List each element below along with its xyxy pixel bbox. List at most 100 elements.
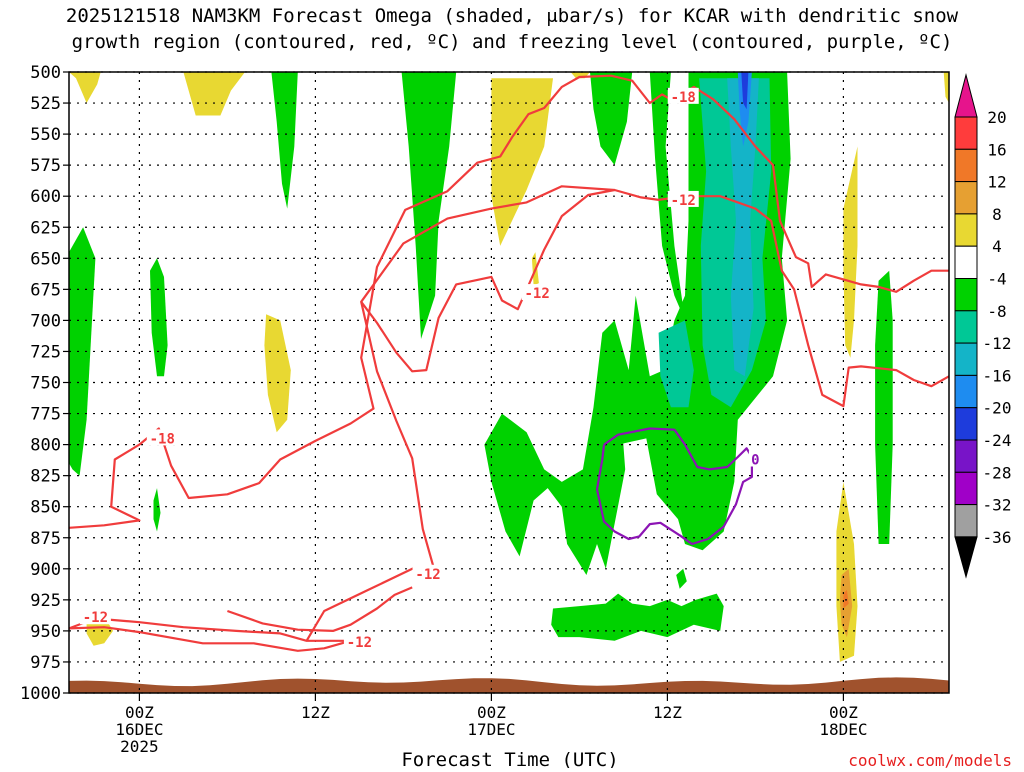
omega-region-green-small-dots (676, 568, 687, 589)
y-tick-label-950: 950 (30, 622, 61, 642)
colorbar-label--8: -8 (987, 302, 1006, 321)
y-axis: 500 525 550 575 600 625 650 675 700 725 750 775 800 8… (20, 63, 69, 704)
colorbar-label--20: -20 (983, 399, 1012, 418)
y-tick-label-725: 725 (30, 342, 61, 362)
omega-region-green-col-c (590, 72, 633, 166)
colorbar-bin--4-to-4 (954, 245, 978, 279)
contour-label-bg-4 (412, 564, 444, 581)
contour-label-layer: -18 -18 -12 -12 -12 -12 -12 0 (79, 87, 762, 651)
contour-minus-12-main (69, 617, 352, 652)
omega-region-yellow-right-1 (843, 146, 858, 358)
colorbar-label-20: 20 (987, 108, 1006, 127)
y-tick-label-1000: 1000 (20, 684, 61, 704)
contour-minus-18-left (69, 74, 949, 529)
omega-region-green-left (69, 227, 96, 476)
y-tick-label-825: 825 (30, 467, 61, 487)
omega-region-yellow-top-3 (491, 78, 553, 246)
colorbar-label--12: -12 (983, 334, 1012, 353)
omega-region-yellow-top-2 (183, 72, 245, 116)
omega-region-yellow-mid-1 (264, 314, 291, 433)
contour-label-1: -18 (671, 90, 696, 106)
y-tick-label-775: 775 (30, 405, 61, 425)
contour-layer (69, 74, 949, 652)
watermark: coolwx.com/models (848, 751, 1012, 768)
colorbar-bin--16-to--12 (954, 342, 978, 376)
y-tick-label-675: 675 (30, 280, 61, 300)
omega-region-yellow-top-1 (69, 72, 101, 103)
omega-region-navy-core (741, 72, 749, 110)
y-tick-label-750: 750 (30, 374, 61, 394)
contour-label-6: -12 (347, 635, 372, 651)
omega-region-green-mid-1 (150, 258, 168, 377)
y-tick-label-900: 900 (30, 560, 61, 580)
y-tick-label-500: 500 (30, 63, 61, 83)
colorbar-under-arrow (954, 536, 978, 579)
colorbar-bin--8-to--4 (954, 278, 978, 312)
colorbar-label--24: -24 (983, 431, 1012, 450)
y-tick-label-850: 850 (30, 498, 61, 518)
contour-label-3: -12 (525, 286, 550, 302)
colorbar-label--16: -16 (983, 366, 1012, 385)
y-tick-label-600: 600 (30, 187, 61, 207)
terrain-layer (69, 677, 949, 693)
colorbar-bin--32-to--28 (954, 471, 978, 506)
y-tick-label-625: 625 (30, 218, 61, 238)
contour-label-4: -12 (415, 567, 440, 583)
y-tick-label-975: 975 (30, 653, 61, 673)
contour-freezing-0 (595, 427, 753, 546)
x-tick-date-4: 18DEC (819, 720, 867, 739)
chart-title-line-2: growth region (contoured, red, ºC) and f… (72, 31, 953, 53)
colorbar-label--28: -28 (983, 463, 1012, 482)
y-tick-label-550: 550 (30, 125, 61, 145)
omega-region-green-col-d (649, 72, 685, 321)
x-tick-date-0: 16DEC (115, 720, 163, 739)
colorbar-label--32: -32 (983, 496, 1012, 515)
colorbar: 20 16 12 8 4 -4 -8 -12 -16 -20 -24 -28 -32 -36 (954, 73, 1012, 579)
x-tick-label-4: 00Z (829, 703, 858, 722)
colorbar-label-4: 4 (992, 237, 1002, 256)
x-tick-label-0: 00Z (125, 703, 154, 722)
colorbar-label-8: 8 (992, 205, 1002, 224)
y-tick-label-575: 575 (30, 156, 61, 176)
y-tick-label-875: 875 (30, 529, 61, 549)
contour-label-bg-0 (146, 429, 178, 446)
omega-region-green-col-a (271, 72, 298, 209)
contour-label-bg-5 (79, 608, 111, 625)
omega-region-green-right (875, 270, 893, 544)
colorbar-label-12: 12 (987, 173, 1006, 192)
colorbar-label-16: 16 (987, 140, 1006, 159)
colorbar-bin-4-to-8 (954, 213, 978, 247)
omega-region-blue-core (727, 78, 759, 377)
colorbar-bin--24-to--20 (954, 407, 978, 441)
contour-label-bg-6 (343, 633, 375, 650)
contour-minus-12-inner (305, 185, 949, 642)
omega-region-green-mid-2 (153, 488, 161, 532)
contour-minus-12-return (360, 188, 615, 373)
colorbar-over-arrow (954, 73, 978, 118)
contour-label-bg-2 (667, 190, 699, 207)
contour-label-2: -12 (671, 193, 696, 209)
omega-region-red-dot (843, 589, 849, 609)
colorbar-bin-8-to-12 (954, 181, 978, 215)
colorbar-label--4: -4 (987, 270, 1006, 289)
colorbar-bin--12-to--8 (954, 310, 978, 344)
contour-label-bg-3 (521, 284, 553, 301)
contour-label-bg-1 (667, 87, 699, 104)
omega-region-blue-deep (737, 72, 752, 147)
omega-shading-layer (69, 72, 949, 662)
gridlines (69, 71, 949, 694)
contour-minus-12-bottom (227, 586, 413, 632)
colorbar-bin--20-to--16 (954, 374, 978, 409)
colorbar-label--36: -36 (983, 528, 1012, 547)
colorbar-bin--28-to--24 (954, 439, 978, 473)
chart-title-line-1: 2025121518 NAM3KM Forecast Omega (shaded… (66, 5, 959, 27)
y-tick-label-700: 700 (30, 311, 61, 331)
x-axis-label: Forecast Time (UTC) (401, 749, 618, 768)
x-tick-year-0: 2025 (120, 737, 159, 756)
omega-region-green-bottom-band (551, 593, 724, 641)
terrain-fill (69, 677, 949, 693)
x-tick-label-2: 00Z (477, 703, 506, 722)
